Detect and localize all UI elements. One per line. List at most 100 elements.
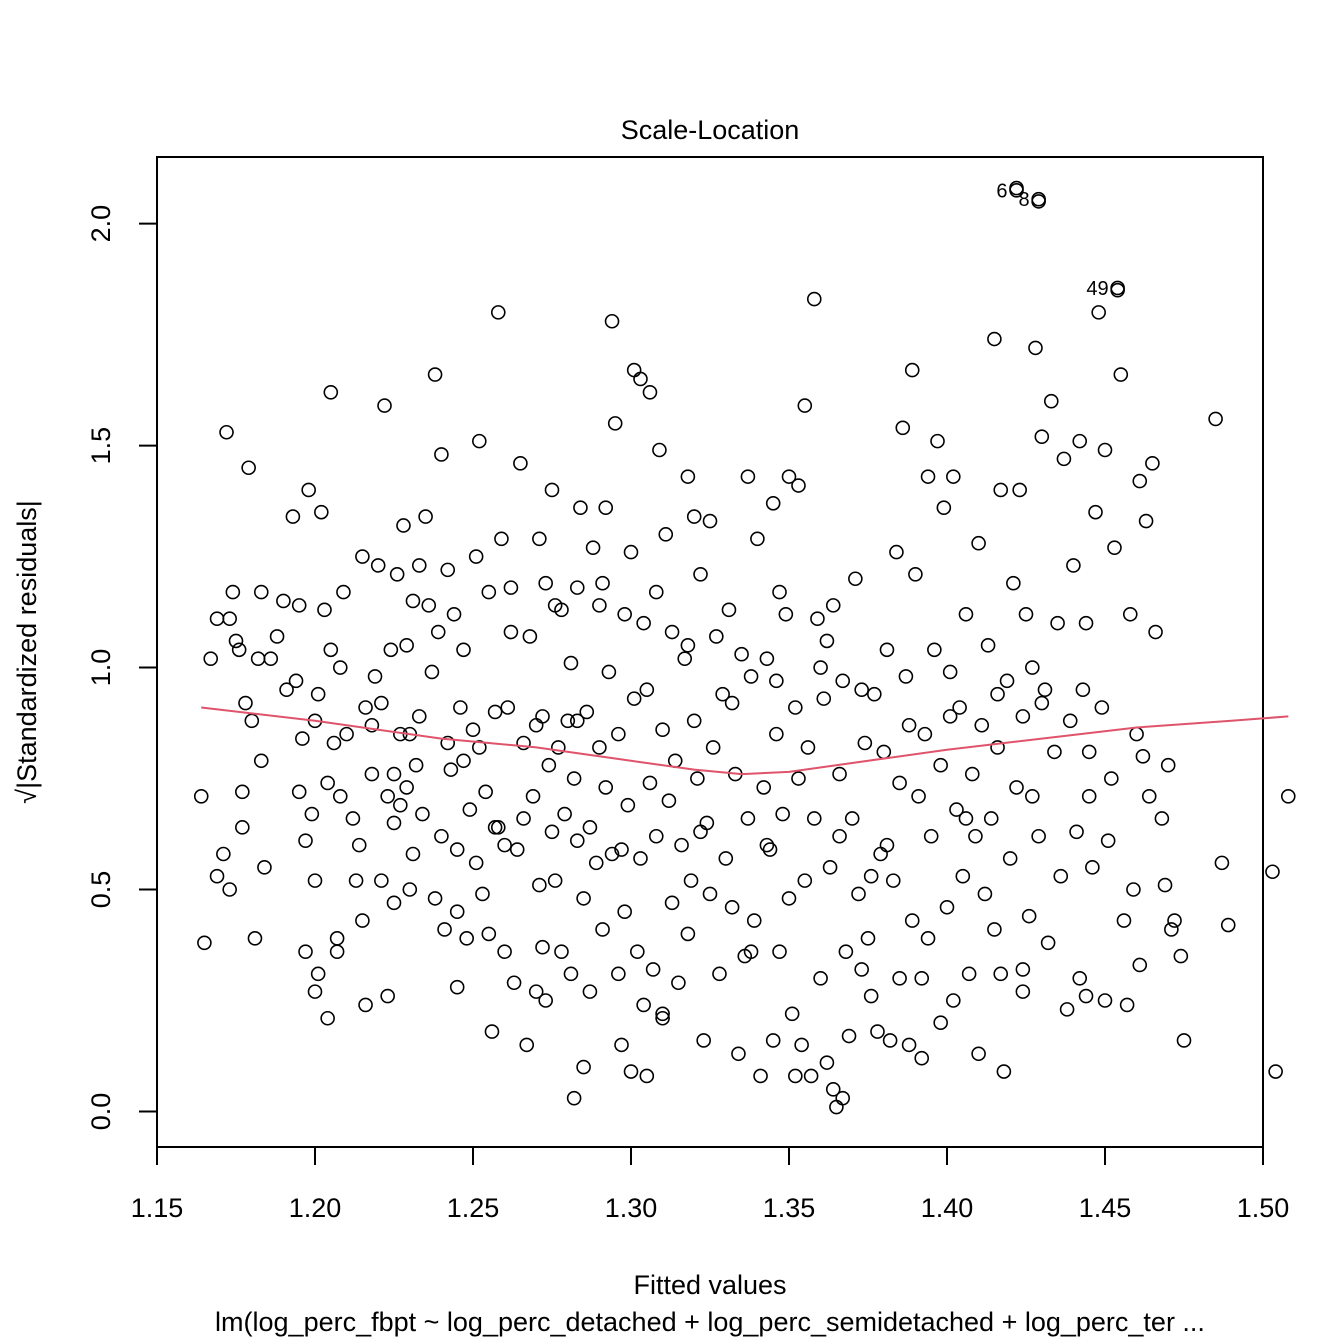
data-point [788,700,803,715]
data-point [253,753,269,769]
data-point [718,851,734,866]
data-point [993,966,1009,982]
data-point [892,971,907,986]
data-point [257,860,272,875]
data-point [696,1033,711,1048]
data-point [762,842,778,857]
data-point [753,1068,768,1084]
data-point [971,535,986,551]
data-point [569,580,585,595]
data-point [920,931,936,946]
data-point [1097,993,1113,1008]
data-point [462,802,478,817]
data-point [1015,984,1031,999]
data-point [298,833,313,848]
data-point [664,624,680,640]
data-point [968,828,983,844]
data-point [1006,575,1021,591]
data-point [405,593,421,609]
data-point [298,944,313,959]
data-point [1056,451,1072,467]
data-point [860,931,876,946]
data-point [920,469,936,484]
data-point [528,717,544,733]
data-point [1015,709,1031,724]
data-point [983,811,999,826]
data-point [702,513,718,529]
data-point [1047,744,1062,760]
data-point [816,691,832,706]
data-point [468,855,484,871]
data-point [1280,788,1296,804]
data-point [971,1046,986,1062]
data-point [1034,695,1050,711]
data-point [1043,393,1059,409]
data-point [374,695,389,711]
data-point [1113,367,1129,382]
data-point [336,584,351,600]
data-point [528,984,544,999]
data-point [1126,882,1141,897]
data-point [449,904,465,920]
x-axis-label: Fitted values [633,1270,786,1300]
data-point [573,500,588,516]
data-point [974,717,990,733]
data-point [813,971,828,986]
data-point [592,740,607,755]
data-point [769,673,784,689]
data-point [942,664,958,680]
data-point [1132,473,1148,489]
data-point [345,811,361,826]
data-point [522,629,538,644]
data-point [990,686,1005,702]
data-point [592,598,607,613]
data-point [307,873,323,888]
data-point [765,1033,781,1048]
data-point [383,642,399,658]
data-point [680,469,696,484]
data-point [276,593,291,609]
data-point [958,606,974,622]
data-point [440,562,456,578]
data-point [1053,868,1069,884]
data-point [683,873,699,888]
data-point [427,891,443,906]
outlier-point [1110,280,1125,296]
data-point [1138,513,1154,529]
data-point [648,584,664,600]
data-point [434,828,449,844]
data-point [958,811,974,826]
data-point [418,509,433,524]
data-point [516,735,531,751]
data-point [854,682,869,698]
data-point [1037,682,1053,698]
data-point [908,567,923,582]
y-axis-label: √|Standardized residuals| [12,500,42,804]
data-point [879,642,895,658]
data-point [547,873,563,888]
data-point [541,757,557,773]
data-point [314,504,329,520]
data-point [863,868,879,884]
model-formula-subtitle: lm(log_perc_fbpt ~ log_perc_detached + l… [215,1307,1205,1337]
data-point [642,384,658,400]
data-point [879,837,895,853]
x-tick-label: 1.30 [605,1193,658,1223]
data-point [434,447,449,462]
data-point [446,606,462,622]
data-point [895,420,911,436]
data-point [942,709,958,724]
data-point [304,806,320,822]
data-point [405,846,421,862]
data-point [291,598,307,613]
data-point [402,882,418,897]
data-point [582,984,598,999]
data-point [825,1081,841,1097]
data-point [633,851,648,866]
data-point [323,642,339,658]
data-point [487,704,503,720]
data-point [588,855,604,871]
data-point [955,868,971,884]
data-point [1034,429,1050,444]
data-point [509,842,525,857]
